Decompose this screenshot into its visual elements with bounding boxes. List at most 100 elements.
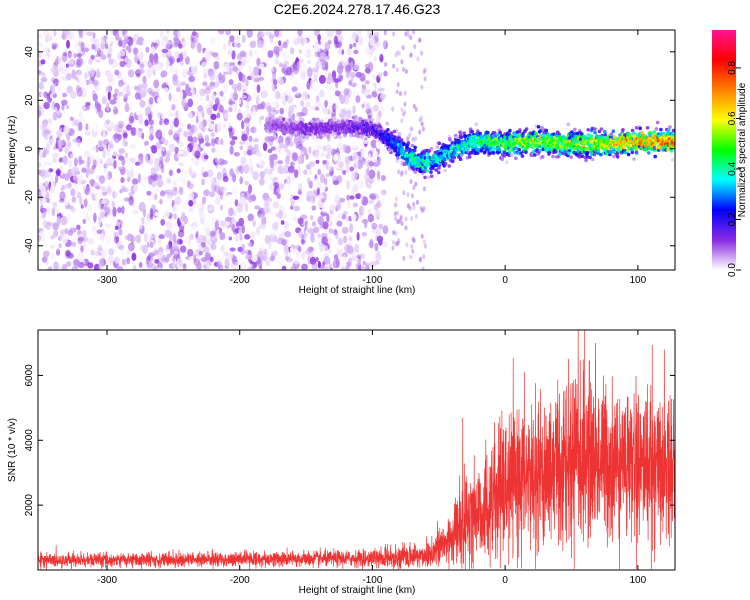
noise-blob (152, 91, 160, 100)
noise-blob (170, 112, 175, 117)
noise-blob (127, 242, 135, 252)
noise-blob (123, 197, 131, 202)
signal-blob (399, 138, 404, 142)
noise-blob (203, 73, 208, 79)
noise-blob (41, 171, 45, 181)
noise-blob (252, 170, 260, 181)
noise-blob (74, 36, 82, 45)
noise-blob (183, 130, 189, 138)
noise-blob (112, 106, 118, 115)
signal-blob (458, 130, 462, 134)
noise-blob (266, 105, 272, 113)
signal-blob (590, 136, 594, 141)
noise-blob (281, 164, 288, 173)
noise-blob (94, 38, 100, 49)
noise-blob (284, 145, 289, 154)
noise-blob (257, 152, 263, 158)
noise-blob (174, 196, 182, 206)
noise-blob (396, 82, 400, 88)
noise-blob (407, 32, 411, 38)
signal-blob (451, 159, 455, 164)
noise-blob (99, 211, 105, 219)
noise-blob (299, 179, 306, 189)
noise-blob (368, 199, 374, 205)
noise-blob (306, 48, 312, 59)
noise-blob (270, 231, 277, 237)
signal-blob (589, 140, 593, 144)
noise-blob (80, 232, 85, 237)
noise-blob (197, 104, 203, 112)
noise-blob (199, 95, 204, 101)
noise-blob (84, 198, 88, 208)
noise-blob (201, 126, 207, 133)
noise-blob (72, 83, 76, 91)
noise-blob (231, 223, 236, 232)
noise-blob (303, 38, 308, 45)
noise-blob (55, 248, 61, 256)
noise-blob (209, 71, 216, 81)
noise-blob (75, 63, 81, 68)
noise-blob (282, 44, 289, 49)
noise-blob (123, 86, 127, 93)
noise-blob (229, 168, 234, 177)
noise-blob (198, 122, 205, 131)
noise-blob (253, 49, 257, 56)
noise-blob (391, 106, 395, 112)
noise-blob (79, 34, 83, 39)
noise-blob (151, 204, 156, 211)
noise-blob (133, 33, 139, 39)
signal-blob (573, 127, 577, 132)
signal-blob (338, 135, 343, 140)
noise-blob (240, 94, 247, 99)
noise-blob (420, 121, 424, 127)
noise-blob (344, 65, 352, 75)
noise-blob (124, 102, 130, 113)
noise-blob (344, 95, 350, 105)
noise-blob (97, 244, 103, 251)
signal-blob (474, 122, 479, 126)
noise-blob (422, 186, 426, 192)
noise-blob (306, 163, 310, 170)
noise-blob (320, 173, 325, 183)
noise-blob (322, 245, 329, 253)
noise-blob (406, 192, 410, 198)
noise-blob (38, 262, 42, 269)
noise-blob (377, 213, 385, 220)
noise-blob (237, 165, 242, 172)
noise-blob (329, 166, 335, 175)
noise-blob (118, 228, 123, 236)
noise-blob (299, 100, 303, 108)
noise-blob (67, 141, 72, 149)
noise-blob (160, 190, 166, 197)
noise-blob (297, 30, 303, 36)
noise-blob (130, 167, 134, 178)
noise-blob (379, 53, 384, 63)
noise-blob (352, 257, 359, 262)
noise-blob (71, 196, 77, 203)
noise-blob (120, 177, 125, 184)
noise-blob (73, 47, 77, 53)
noise-blob (219, 220, 227, 227)
noise-blob (118, 155, 125, 161)
noise-blob (198, 34, 203, 43)
noise-blob (164, 189, 169, 195)
noise-blob (220, 244, 225, 252)
noise-blob (92, 226, 97, 231)
noise-blob (172, 260, 176, 269)
noise-blob (166, 178, 171, 184)
noise-blob (70, 90, 77, 99)
noise-blob (248, 65, 252, 73)
noise-blob (107, 46, 113, 55)
noise-blob (325, 173, 330, 178)
noise-blob (190, 139, 195, 149)
signal-blob (540, 155, 545, 159)
noise-blob (419, 115, 423, 121)
noise-blob (333, 153, 338, 162)
noise-blob (44, 231, 52, 239)
noise-blob (201, 166, 205, 174)
noise-blob (216, 112, 221, 119)
noise-blob (392, 230, 396, 236)
noise-blob (203, 154, 209, 160)
noise-blob (223, 83, 228, 93)
noise-blob (215, 180, 220, 187)
